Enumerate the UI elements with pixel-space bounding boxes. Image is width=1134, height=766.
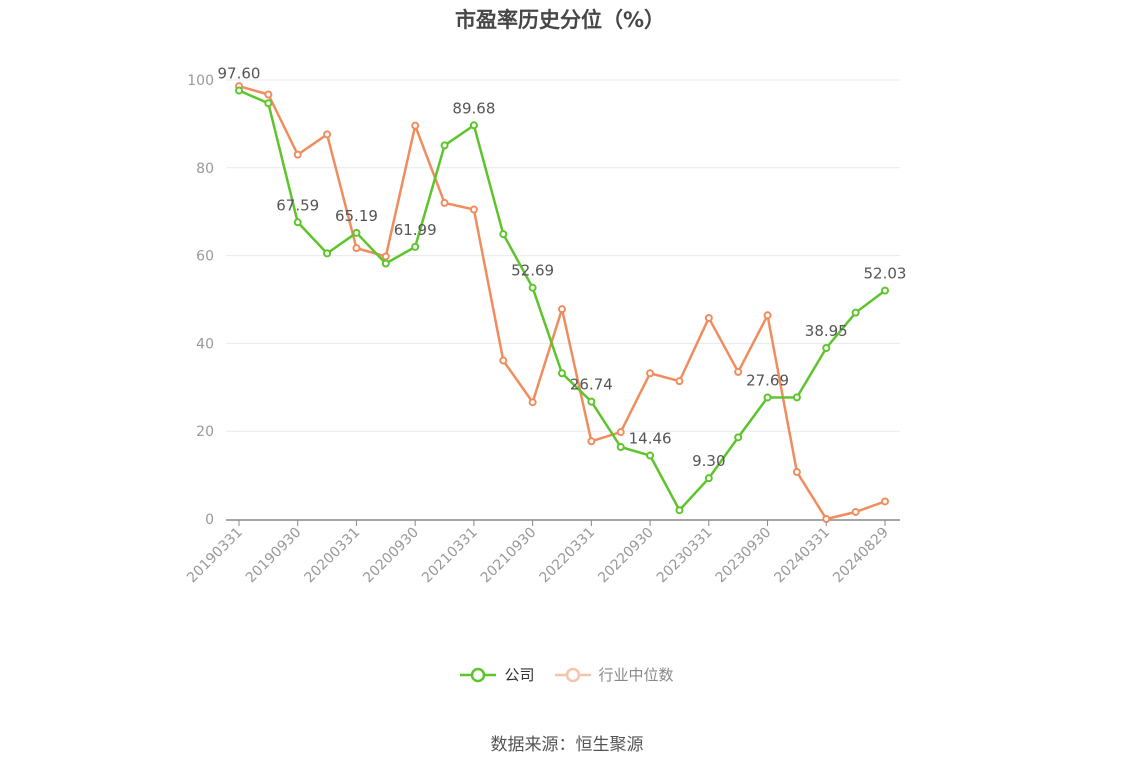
- data-point-industry: [616, 428, 625, 437]
- data-point-company: [822, 344, 831, 353]
- data-point-company: [499, 230, 508, 239]
- data-label: 14.46: [629, 430, 672, 448]
- data-point-company: [411, 242, 420, 251]
- data-point-industry: [411, 121, 420, 130]
- data-point-company: [675, 506, 684, 515]
- data-point-company: [851, 308, 860, 317]
- data-point-company: [323, 249, 332, 258]
- y-tick-label: 0: [205, 512, 214, 528]
- x-tick-label: 20220930: [595, 525, 657, 587]
- data-point-company: [528, 283, 537, 292]
- data-point-industry: [646, 369, 655, 378]
- data-label: 27.69: [746, 371, 789, 389]
- data-point-industry: [704, 313, 713, 322]
- x-tick-label: 20190930: [243, 525, 305, 587]
- data-point-company: [469, 121, 478, 130]
- x-tick-label: 20240331: [771, 525, 833, 587]
- data-point-industry: [293, 150, 302, 159]
- data-label: 9.30: [692, 452, 725, 470]
- data-point-industry: [558, 305, 566, 314]
- data-point-industry: [851, 507, 860, 516]
- data-point-company: [235, 86, 243, 95]
- data-label: 61.99: [394, 221, 437, 239]
- data-point-industry: [469, 205, 478, 214]
- x-tick-label: 20230930: [713, 525, 775, 587]
- chart-title: 市盈率历史分位（%）: [454, 8, 666, 32]
- data-point-industry: [499, 356, 508, 365]
- data-point-industry: [528, 398, 537, 407]
- data-point-company: [616, 443, 625, 452]
- data-point-industry: [587, 437, 596, 446]
- y-tick-label: 40: [196, 336, 214, 352]
- data-label: 65.19: [335, 207, 378, 225]
- data-point-company: [763, 393, 772, 402]
- y-tick-label: 20: [196, 424, 214, 440]
- data-point-company: [881, 286, 889, 295]
- data-label: 67.59: [276, 196, 319, 214]
- data-point-industry: [675, 377, 684, 386]
- x-tick-label: 20220331: [536, 525, 598, 587]
- series-line-industry: [238, 84, 886, 521]
- x-tick-label: 20240829: [830, 525, 892, 587]
- x-tick-label: 20210331: [419, 525, 481, 587]
- data-point-company: [734, 433, 743, 442]
- legend-company-icon: [460, 667, 497, 682]
- data-point-industry: [264, 90, 273, 99]
- data-label: 52.69: [511, 262, 554, 280]
- legend: 公司 行业中位数: [0, 664, 1134, 685]
- legend-label-industry: 行业中位数: [598, 666, 674, 684]
- y-tick-label: 100: [187, 73, 214, 89]
- data-point-company: [646, 451, 655, 460]
- data-label: 97.60: [218, 65, 261, 83]
- data-point-industry: [734, 367, 743, 376]
- data-point-company: [587, 397, 596, 406]
- y-tick-label: 60: [196, 249, 214, 265]
- data-point-industry: [822, 515, 831, 523]
- data-point-company: [704, 474, 713, 483]
- data-point-company: [293, 218, 302, 227]
- x-tick-label: 20210930: [478, 525, 540, 587]
- line-chart: 0 20 40 60 80 100 2019033120190930202003312020…: [184, 65, 907, 587]
- data-point-industry: [763, 311, 772, 320]
- legend-label-company: 公司: [504, 666, 535, 684]
- data-label: 52.03: [864, 265, 907, 283]
- x-tick-label: 20230331: [654, 525, 716, 587]
- data-label: 38.95: [805, 322, 848, 340]
- data-point-company: [264, 99, 273, 108]
- data-source: 数据来源：恒生聚源: [490, 735, 644, 755]
- legend-item-company[interactable]: 公司: [460, 664, 535, 685]
- x-tick-label: 20200930: [360, 525, 422, 587]
- data-label: 26.74: [570, 376, 613, 394]
- data-point-industry: [440, 198, 449, 207]
- legend-item-industry[interactable]: 行业中位数: [554, 664, 674, 685]
- data-label: 89.68: [452, 99, 495, 117]
- series-line-company: [238, 89, 886, 512]
- data-point-industry: [323, 130, 332, 139]
- data-point-industry: [881, 497, 889, 506]
- data-point-industry: [352, 244, 361, 253]
- data-point-company: [381, 259, 390, 268]
- y-tick-label: 80: [196, 161, 214, 177]
- data-point-industry: [792, 468, 801, 477]
- x-tick-label: 20190331: [184, 525, 246, 587]
- data-point-company: [558, 369, 566, 378]
- data-point-company: [792, 393, 801, 402]
- data-point-industry: [381, 252, 390, 261]
- data-point-company: [352, 228, 361, 237]
- legend-industry-icon: [554, 667, 591, 682]
- x-tick-label: 20200331: [302, 525, 364, 587]
- data-point-company: [440, 141, 449, 150]
